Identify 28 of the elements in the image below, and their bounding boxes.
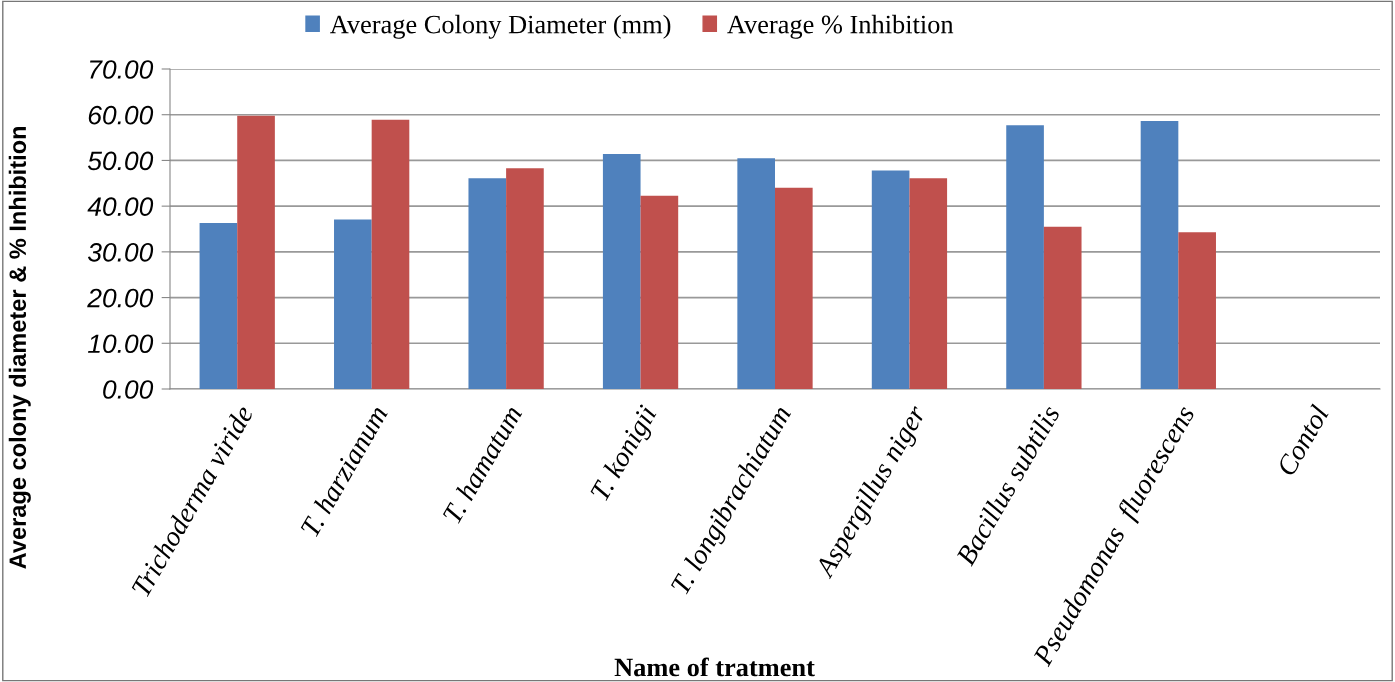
bar <box>468 178 507 389</box>
y-tick-label: 40.00 <box>87 197 154 216</box>
bar <box>1178 232 1216 389</box>
bar <box>737 158 775 389</box>
legend-label: Average Colony Diameter (mm) <box>330 14 671 39</box>
bar <box>199 223 238 389</box>
y-tick-label: 60.00 <box>88 105 154 125</box>
bar <box>775 187 813 389</box>
x-axis-title: Name of tratment <box>614 657 815 677</box>
bar <box>1006 125 1044 389</box>
bar <box>1140 121 1179 389</box>
y-tick-label: 50.00 <box>87 151 154 171</box>
bar <box>334 219 372 389</box>
bar <box>602 154 641 389</box>
bar <box>506 168 544 389</box>
y-tick-label: 0.00 <box>103 380 154 399</box>
y-tick-label: 20.00 <box>87 288 154 308</box>
bar <box>1043 226 1082 389</box>
bar <box>237 115 275 389</box>
bar <box>371 119 410 389</box>
legend-label: Average % Inhibition <box>727 14 954 39</box>
bar <box>871 170 910 389</box>
y-tick-label: 10.00 <box>87 334 154 354</box>
y-tick-label: 30.00 <box>87 242 154 262</box>
y-axis-title: Average colony diameter & % Inhibition <box>8 126 31 569</box>
bar <box>909 178 948 389</box>
bar <box>640 195 679 389</box>
y-tick-label: 70.00 <box>90 60 154 79</box>
